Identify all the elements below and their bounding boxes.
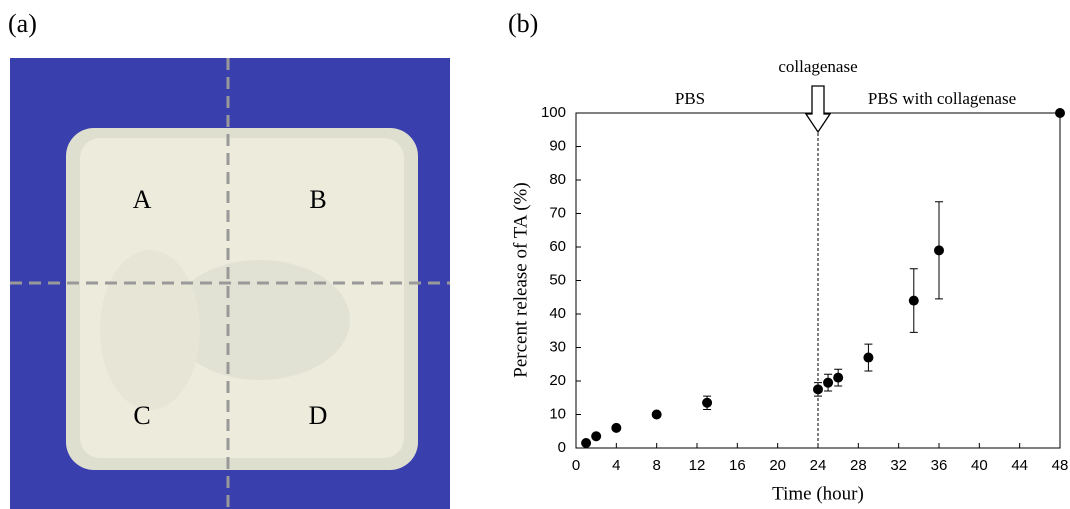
y-tick-label: 80 <box>549 171 566 188</box>
y-tick-label: 60 <box>549 238 566 255</box>
texture <box>170 260 350 380</box>
region-label: B <box>309 185 326 214</box>
y-tick-label: 20 <box>549 372 566 389</box>
chart: (b) Time (hour) Percent release of TA (%… <box>508 9 1068 504</box>
annotation: PBS <box>675 89 705 108</box>
marker-arrow <box>804 85 832 134</box>
x-tick-label: 40 <box>971 457 988 474</box>
y-tick-label: 70 <box>549 204 566 221</box>
x-tick-label: 4 <box>612 457 620 474</box>
y-tick-label: 10 <box>549 405 566 422</box>
x-tick-label: 48 <box>1052 457 1069 474</box>
region-label: C <box>133 401 150 430</box>
data-point <box>833 372 844 383</box>
x-tick-label: 12 <box>689 457 706 474</box>
data-point <box>863 352 874 363</box>
marker-label: collagenase <box>778 57 857 76</box>
y-axis-label: Percent release of TA (%) <box>510 182 531 377</box>
y-tick-label: 30 <box>549 338 566 355</box>
data-point <box>908 295 919 306</box>
data-point <box>651 409 662 420</box>
data-point <box>934 245 944 256</box>
photo-panel: (a) A B C D <box>8 9 450 509</box>
panel-label: (b) <box>508 9 538 38</box>
data-point <box>1055 108 1065 118</box>
y-tick-label: 0 <box>558 439 566 456</box>
x-tick-label: 20 <box>769 457 786 474</box>
y-tick-label: 50 <box>549 271 566 288</box>
y-tick-label: 90 <box>549 137 566 154</box>
x-tick-label: 36 <box>931 457 948 474</box>
data-point <box>581 437 592 448</box>
data-point <box>591 431 602 442</box>
x-tick-label: 16 <box>729 457 746 474</box>
annotation: PBS with collagenase <box>868 89 1016 108</box>
data-point <box>813 384 823 395</box>
x-tick-label: 28 <box>850 457 867 474</box>
data-point <box>702 397 713 408</box>
x-tick-label: 0 <box>572 457 580 474</box>
y-tick-label: 100 <box>541 104 566 121</box>
data-point <box>823 377 834 388</box>
x-tick-label: 44 <box>1011 457 1028 474</box>
data-point <box>611 422 622 433</box>
texture <box>100 250 200 410</box>
panel-label: (a) <box>8 9 37 38</box>
x-tick-label: 24 <box>810 457 827 474</box>
x-tick-label: 32 <box>890 457 907 474</box>
x-tick-label: 8 <box>652 457 660 474</box>
y-tick-label: 40 <box>549 305 566 322</box>
region-label: D <box>309 401 328 430</box>
region-label: A <box>133 185 152 214</box>
x-axis-label: Time (hour) <box>772 483 864 504</box>
